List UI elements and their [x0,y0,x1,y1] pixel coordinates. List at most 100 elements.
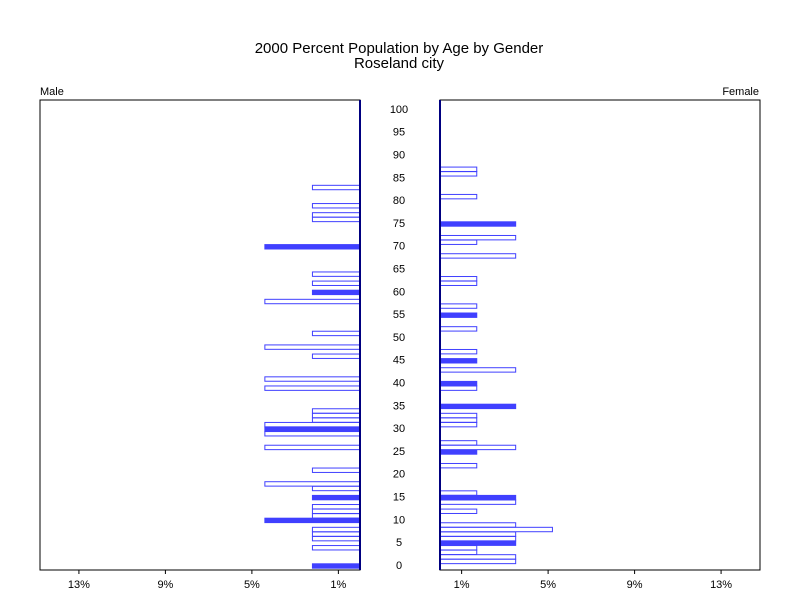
bar [439,499,517,505]
bar [439,380,478,387]
x-tick-label: 9% [627,579,643,591]
bar [439,193,478,200]
bar [264,431,361,437]
bar [439,508,478,514]
y-tick-label: 30 [393,423,405,435]
bar [439,166,478,172]
legend-male: Male [40,86,64,98]
bar [439,412,478,419]
y-tick-label: 45 [393,355,405,367]
x-tick-label: 5% [540,579,556,591]
bar [439,462,478,469]
bar [311,485,361,492]
y-tick-label: 10 [393,514,405,526]
bar [439,545,478,551]
y-tick-label: 5 [396,537,402,549]
bar [439,535,517,542]
bar [439,326,478,332]
y-tick-label: 50 [393,332,405,344]
bar [439,444,517,451]
bar [311,535,361,542]
y-tick-label: 25 [393,446,405,458]
y-tick-label: 35 [393,400,405,412]
x-tick-label: 5% [244,579,260,591]
legend-female: Female [722,86,759,98]
bar [311,203,361,209]
bar [439,385,478,391]
bar [439,239,478,245]
bar [439,171,478,177]
bar [311,545,361,551]
bar [439,540,517,546]
y-tick-label: 20 [393,469,405,481]
y-tick-label: 90 [393,150,405,162]
bar [439,522,517,528]
bar [264,481,361,487]
y-tick-label: 100 [390,104,408,116]
y-tick-label: 95 [393,127,405,139]
bar [311,508,361,514]
y-tick-label: 80 [393,195,405,207]
bar [264,385,361,391]
x-tick-label: 1% [330,579,346,591]
bar [439,526,553,533]
y-tick-label: 15 [393,492,405,504]
bar [439,358,478,364]
bar [439,253,517,259]
bar [439,421,478,428]
chart-subtitle: Roseland city [354,55,445,72]
bar [439,554,517,560]
y-tick-label: 60 [393,286,405,298]
x-tick-label: 13% [710,579,732,591]
bar [264,298,361,305]
bar [439,276,478,282]
bar [439,490,478,496]
bar [439,280,478,286]
bar [439,312,478,318]
bar [311,212,361,218]
bar [311,271,361,277]
bar [311,531,361,537]
bar [311,563,361,569]
bar [439,449,478,455]
bar [264,517,361,524]
bar [311,467,361,473]
bar [311,412,361,419]
y-tick-label: 70 [393,241,405,253]
y-tick-label: 85 [393,172,405,184]
bar [439,417,478,423]
bar [264,444,361,451]
bar [311,408,361,414]
bar [264,344,361,350]
y-tick-label: 65 [393,264,405,276]
x-tick-label: 9% [157,579,173,591]
bar [439,440,478,446]
bar [439,494,517,501]
bar [439,558,517,565]
bar [439,367,517,373]
y-tick-label: 40 [393,378,405,390]
bar [311,526,361,533]
bar [311,330,361,337]
x-tick-label: 13% [68,579,90,591]
bar [439,221,517,227]
bar [439,403,517,410]
bar [311,289,361,296]
bar [311,513,361,519]
bar [264,426,361,432]
bar [311,504,361,510]
bar [311,494,361,501]
bar [439,348,478,355]
y-tick-label: 0 [396,560,402,572]
bar [311,216,361,223]
y-tick-label: 55 [393,309,405,321]
y-tick-label: 75 [393,218,405,230]
bar [264,376,361,382]
bar [439,531,517,537]
bar [311,184,361,191]
bar [439,303,478,309]
bar [439,234,517,241]
bar [264,244,361,250]
